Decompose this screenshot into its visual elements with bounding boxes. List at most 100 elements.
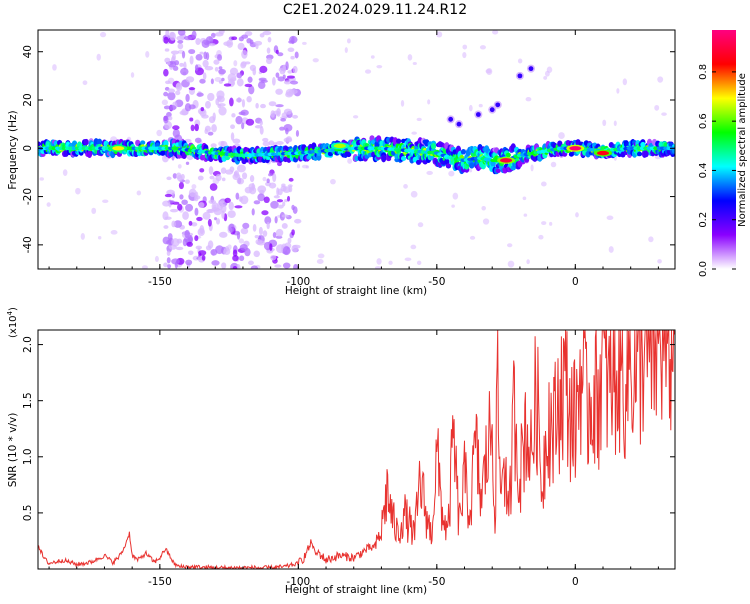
noise-blob xyxy=(226,39,234,48)
noise-speck xyxy=(517,58,523,64)
noise-blob xyxy=(245,118,255,126)
noise-blob xyxy=(262,141,271,147)
heatmap-y-axis-label: Frequency (Hz) xyxy=(7,110,19,189)
heatmap-x-tick-label: -50 xyxy=(428,276,445,288)
heatmap-x-tick-label: 0 xyxy=(572,276,579,288)
colorbar-tick-label: 0.6 xyxy=(698,113,709,129)
heatmap-y-tick-label: 40 xyxy=(22,45,34,58)
noise-blob xyxy=(199,78,206,84)
noise-speck xyxy=(305,165,310,169)
noise-blob xyxy=(292,65,298,74)
branch-point xyxy=(489,107,495,113)
snr-background xyxy=(38,330,675,569)
noise-blob xyxy=(201,39,210,48)
noise-blob xyxy=(266,47,271,54)
noise-speck xyxy=(469,235,476,240)
noise-speck xyxy=(376,258,382,265)
noise-blob xyxy=(174,60,180,66)
branch-point xyxy=(456,121,462,127)
noise-blob xyxy=(284,199,289,203)
snr-y-axis-label: SNR (10 * v/v) xyxy=(7,413,19,488)
snr-marks xyxy=(38,330,675,569)
noise-blob xyxy=(164,48,170,52)
heatmap-x-tick-label: -150 xyxy=(148,276,172,288)
noise-blob xyxy=(196,216,203,222)
noise-blob xyxy=(244,83,253,88)
noise-blob xyxy=(272,76,276,86)
noise-speck xyxy=(462,51,467,59)
noise-blob xyxy=(180,67,189,76)
noise-blob xyxy=(163,68,169,77)
noise-speck xyxy=(400,99,405,107)
colorbar-gradient xyxy=(712,30,736,269)
noise-blob xyxy=(285,61,289,71)
noise-blob xyxy=(255,43,259,50)
noise-speck xyxy=(452,192,459,200)
noise-blob xyxy=(275,72,280,78)
ridge-blob xyxy=(444,158,450,165)
noise-speck xyxy=(616,88,620,94)
ridge-blob xyxy=(381,154,387,163)
heatmap-x-tick-label: -100 xyxy=(286,276,310,288)
noise-blob xyxy=(185,161,190,165)
ridge-blob xyxy=(430,143,437,150)
noise-blob xyxy=(172,125,180,130)
noise-blob xyxy=(171,238,180,247)
noise-blob xyxy=(277,204,284,209)
noise-blob xyxy=(257,193,265,202)
noise-blob xyxy=(275,88,283,95)
noise-blob xyxy=(166,61,171,65)
noise-blob xyxy=(244,31,253,37)
noise-speck xyxy=(602,119,607,127)
noise-blob xyxy=(207,92,215,102)
noise-blob xyxy=(210,78,214,85)
noise-blob xyxy=(183,61,187,70)
noise-blob xyxy=(247,76,253,83)
noise-blob xyxy=(285,136,292,142)
noise-blob xyxy=(263,196,270,204)
snr-y-multiplier: (x104) xyxy=(6,307,19,338)
noise-blob xyxy=(257,81,266,90)
ridge-blob xyxy=(395,138,402,144)
noise-blob xyxy=(260,103,266,109)
noise-blob xyxy=(179,62,184,67)
noise-blob xyxy=(230,81,235,86)
noise-blob xyxy=(177,40,184,44)
noise-blob xyxy=(236,164,246,173)
noise-speck xyxy=(412,61,417,66)
noise-blob xyxy=(216,90,225,100)
noise-blob xyxy=(240,227,249,235)
noise-blob xyxy=(241,172,248,180)
ridge-blob xyxy=(640,141,646,148)
noise-blob xyxy=(170,50,180,55)
noise-blob xyxy=(176,35,185,41)
noise-speck xyxy=(657,259,662,264)
noise-blob xyxy=(175,83,181,89)
ridge-blob xyxy=(392,137,398,145)
noise-blob xyxy=(218,106,227,116)
noise-blob xyxy=(217,54,223,61)
noise-speck xyxy=(374,266,382,269)
ridge-blob xyxy=(643,150,649,158)
noise-blob xyxy=(291,204,295,211)
noise-speck xyxy=(403,184,408,189)
noise-blob xyxy=(184,179,190,184)
noise-blob xyxy=(259,126,264,135)
noise-blob xyxy=(255,102,259,109)
noise-blob xyxy=(167,116,173,121)
noise-blob xyxy=(218,66,223,70)
noise-blob xyxy=(197,175,204,181)
noise-blob xyxy=(272,173,277,183)
noise-blob xyxy=(218,103,226,107)
noise-blob xyxy=(218,68,226,75)
colorbar-label: Normalized spectral amplitude xyxy=(737,73,748,227)
snr-series-line xyxy=(38,330,675,569)
noise-blob xyxy=(202,211,211,220)
noise-blob xyxy=(232,254,239,262)
noise-blob xyxy=(259,33,265,38)
noise-blob xyxy=(277,76,285,82)
ridge-blob xyxy=(83,138,89,146)
noise-blob xyxy=(178,181,184,190)
noise-blob xyxy=(186,241,193,247)
noise-blob xyxy=(239,243,248,251)
